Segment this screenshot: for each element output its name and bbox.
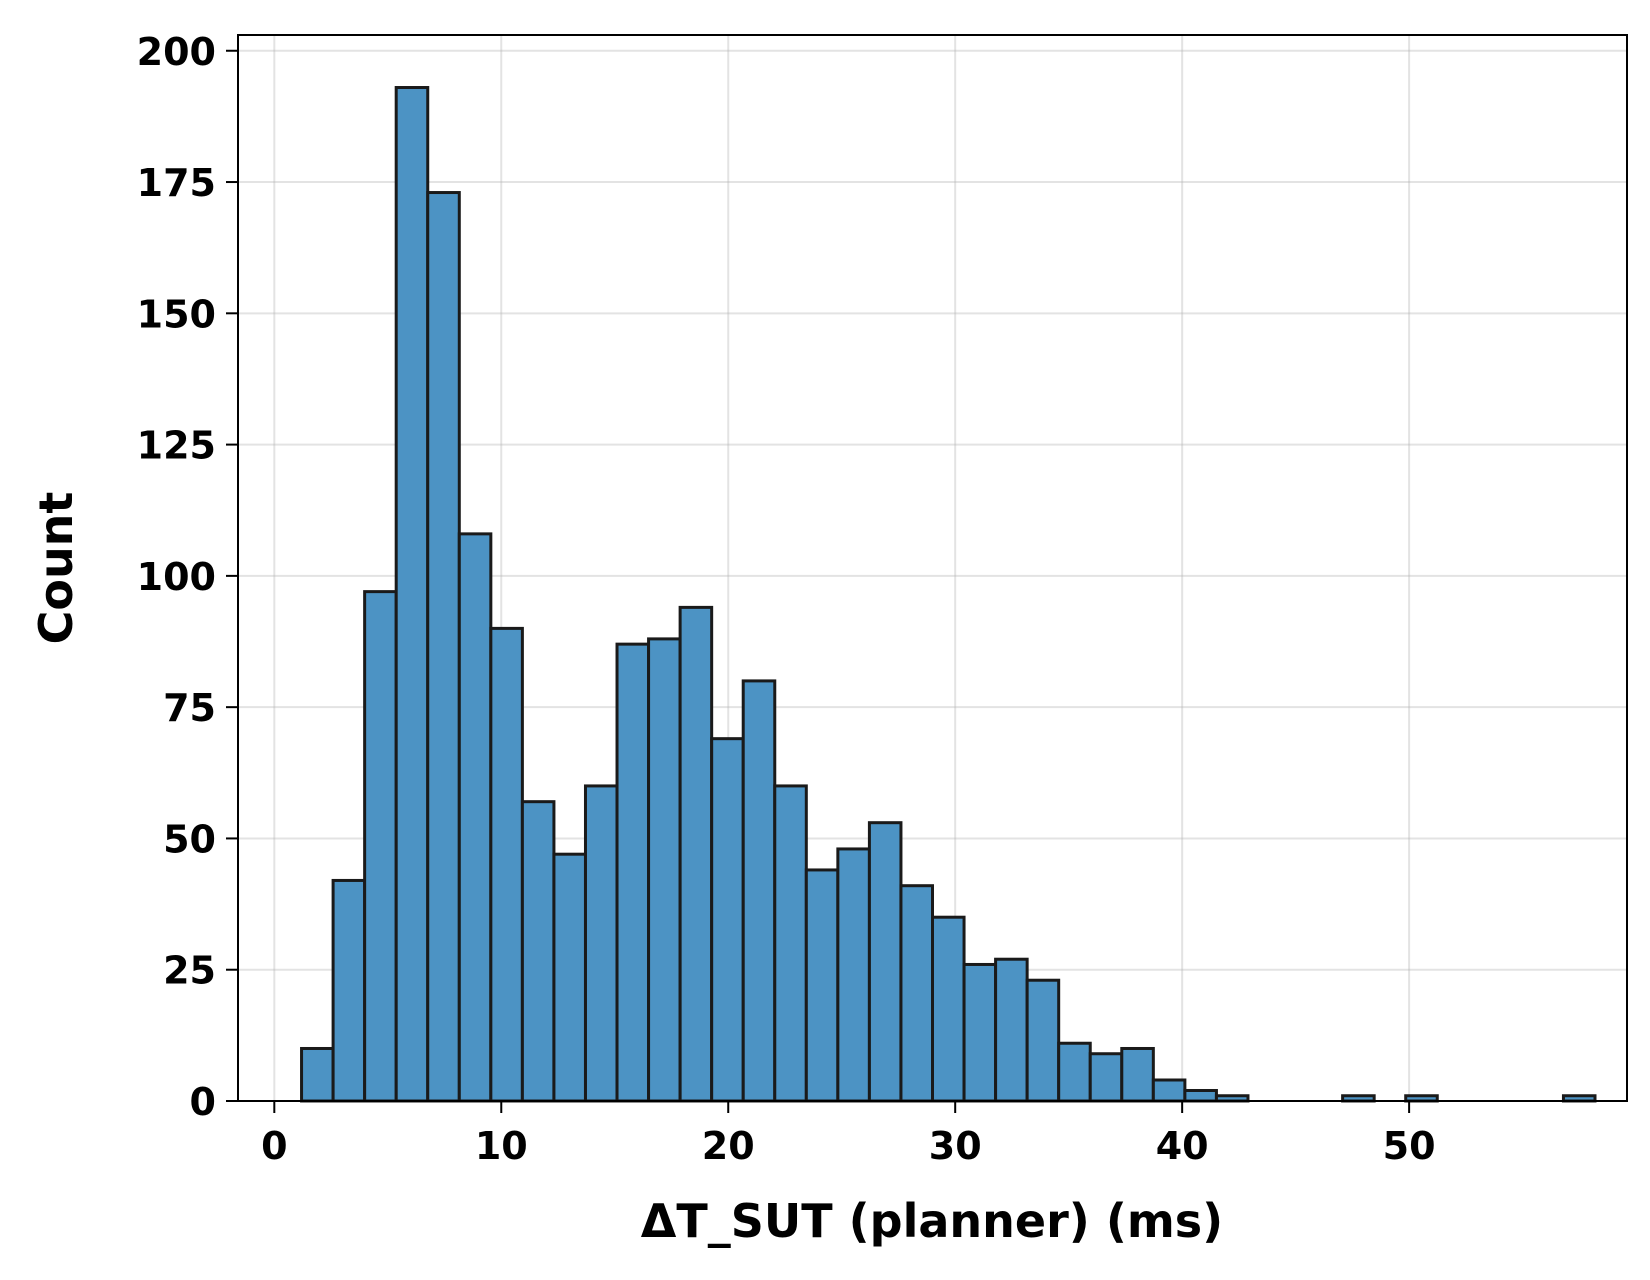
y-tick-label: 50	[163, 817, 216, 861]
x-tick-label: 10	[475, 1124, 528, 1168]
x-tick-label: 20	[702, 1124, 755, 1168]
histogram-bar	[489, 626, 524, 1103]
y-tick-label: 25	[163, 949, 216, 993]
tick-labels: 0 10 20 30 40 50 0 25 50 75 100 125 150 175 200	[137, 30, 1436, 1168]
y-axis-label: Count	[29, 492, 83, 645]
histogram-bar	[962, 962, 998, 1103]
histogram-bar	[300, 1046, 335, 1103]
x-tick-label: 30	[929, 1124, 982, 1168]
histogram-bar	[931, 915, 966, 1103]
y-tick-label: 100	[137, 555, 216, 599]
histogram-bar	[1151, 1078, 1187, 1103]
y-tick-label: 175	[137, 161, 216, 205]
histogram-bar	[1088, 1052, 1124, 1103]
histogram-bar	[1057, 1041, 1092, 1103]
x-tick-label: 40	[1156, 1124, 1209, 1168]
x-tick-label: 50	[1383, 1124, 1436, 1168]
y-tick-label: 200	[137, 30, 216, 74]
histogram-bar	[710, 737, 745, 1103]
histogram-bar	[741, 679, 777, 1103]
histogram-bar	[363, 590, 398, 1103]
histogram-bar	[520, 800, 556, 1103]
histogram-bar	[1120, 1046, 1155, 1103]
histogram-bar	[836, 847, 871, 1103]
histogram-bar	[457, 532, 493, 1103]
histogram-bar	[1025, 978, 1061, 1103]
histogram-bar	[867, 821, 903, 1103]
x-axis-label: ΔT_SUT (planner) (ms)	[641, 1194, 1223, 1248]
y-tick-label: 75	[163, 686, 216, 730]
histogram-bar	[1183, 1088, 1218, 1103]
histogram-bar	[583, 784, 619, 1103]
histogram-bar	[394, 86, 430, 1103]
axis-ticks	[226, 49, 1411, 1113]
y-tick-label: 125	[137, 424, 216, 468]
x-tick-label: 0	[261, 1124, 287, 1168]
y-tick-label: 150	[137, 292, 216, 336]
histogram-bar	[552, 852, 587, 1103]
histogram-bar	[804, 868, 840, 1103]
histogram-bar	[647, 637, 682, 1103]
plot-frame	[237, 34, 1628, 1102]
histogram-bar	[615, 642, 651, 1103]
histogram-bar	[899, 884, 935, 1103]
histogram-bar	[331, 878, 367, 1103]
histogram-bar	[773, 784, 808, 1103]
histogram-bars	[300, 86, 1597, 1103]
histogram-bar	[678, 605, 714, 1103]
histogram-bar	[994, 957, 1029, 1103]
y-tick-label: 0	[190, 1080, 216, 1124]
histogram-bar	[426, 191, 461, 1103]
